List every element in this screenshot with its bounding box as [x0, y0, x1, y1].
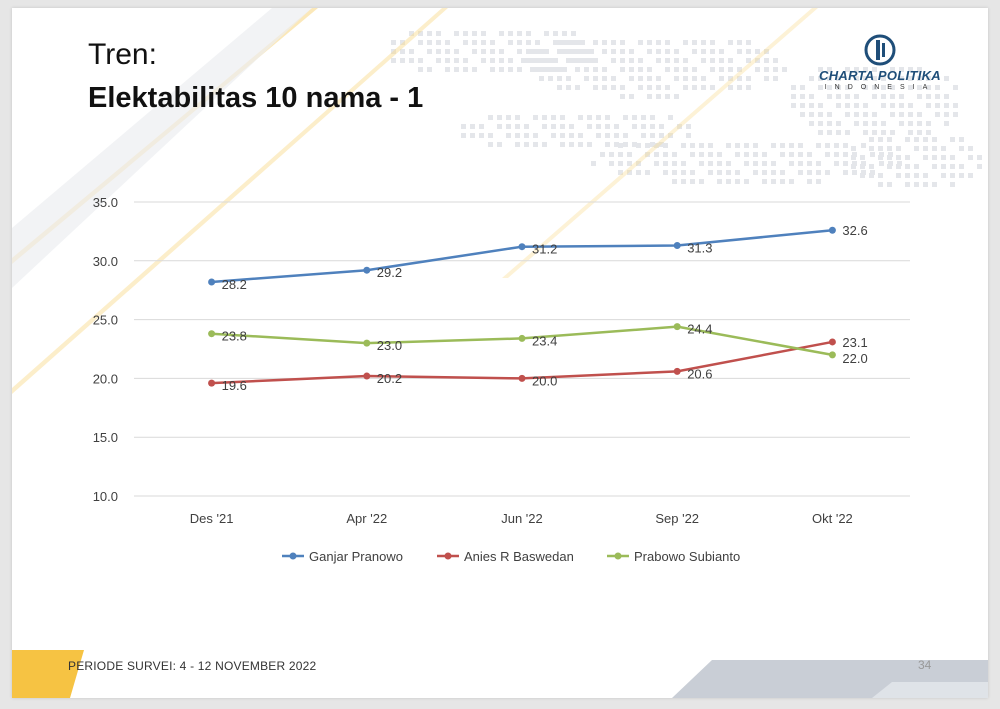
background-decoration: [12, 8, 982, 394]
data-point: [363, 339, 371, 347]
legend-marker: [614, 552, 622, 560]
data-label: 19.6: [222, 378, 247, 393]
x-tick-label: Jun '22: [501, 511, 543, 526]
page-number: 34: [918, 658, 932, 672]
legend-label: Prabowo Subianto: [634, 549, 740, 564]
data-point: [208, 330, 216, 338]
legend-label: Anies R Baswedan: [464, 549, 574, 564]
y-axis-ticks: 10.0 15.0 20.0 25.0 30.0 35.0: [93, 195, 118, 504]
y-tick-label: 15.0: [93, 430, 118, 445]
data-point: [673, 323, 681, 331]
data-point: [208, 379, 216, 387]
data-point: [363, 266, 371, 274]
data-point: [673, 367, 681, 375]
series-group: 28.2 29.2 31.2 31.3 32.6 19.6 20.2 20.0 20.6 23.1…: [208, 223, 868, 393]
data-label: 31.3: [687, 241, 712, 256]
x-tick-label: Okt '22: [812, 511, 853, 526]
footer-decoration: [12, 650, 988, 698]
grid-lines: [134, 201, 910, 497]
gold-stripe-3: [502, 8, 818, 278]
logo-mark-icon: [864, 34, 896, 66]
logo-name: CHARTA POLITIKA: [819, 68, 941, 83]
data-label: 28.2: [222, 277, 247, 292]
survey-period: PERIODE SURVEI: 4 - 12 NOVEMBER 2022: [68, 659, 317, 673]
y-tick-label: 35.0: [93, 195, 118, 210]
data-point: [518, 243, 526, 251]
legend-marker: [444, 552, 452, 560]
data-label: 20.6: [687, 366, 712, 381]
data-label: 23.0: [377, 338, 402, 353]
data-point: [828, 351, 836, 359]
data-label: 31.2: [532, 242, 557, 257]
slide-title: Tren:: [88, 38, 157, 71]
data-point: [828, 226, 836, 234]
legend-marker: [289, 552, 297, 560]
data-label: 20.2: [377, 371, 402, 386]
footer-gold-shape: [12, 650, 84, 698]
slide: Tren: Elektabilitas 10 nama - 1 CHARTA P…: [12, 8, 988, 698]
x-tick-label: Des '21: [190, 511, 234, 526]
data-point: [208, 278, 216, 286]
line-chart: 10.0 15.0 20.0 25.0 30.0 35.0 Des '21 Apr '22 J…: [93, 195, 910, 564]
data-label: 20.0: [532, 373, 557, 388]
y-tick-label: 25.0: [93, 313, 118, 328]
data-label: 24.4: [687, 322, 712, 337]
data-label: 23.4: [532, 333, 557, 348]
y-tick-label: 10.0: [93, 489, 118, 504]
data-point: [363, 372, 371, 380]
data-point: [673, 242, 681, 250]
data-label: 23.1: [842, 335, 867, 350]
data-label: 32.6: [842, 223, 867, 238]
x-tick-label: Apr '22: [346, 511, 387, 526]
data-label: 29.2: [377, 265, 402, 280]
y-tick-label: 20.0: [93, 371, 118, 386]
series-line: [211, 228, 833, 284]
gold-stripe-2: [12, 8, 448, 394]
legend-label: Ganjar Pranowo: [309, 549, 403, 564]
x-axis-ticks: Des '21 Apr '22 Jun '22 Sep '22 Okt '22: [190, 511, 853, 526]
data-label: 23.8: [222, 329, 247, 344]
world-map-dots: [391, 31, 982, 187]
x-tick-label: Sep '22: [655, 511, 699, 526]
slide-subtitle: Elektabilitas 10 nama - 1: [88, 82, 424, 114]
legend: Ganjar Pranowo Anies R Baswedan Prabowo Su…: [282, 549, 740, 564]
logo: CHARTA POLITIKA INDONESIA: [800, 34, 960, 104]
footer-gray-shape-2: [872, 682, 988, 698]
data-label: 22.0: [842, 351, 867, 366]
gray-stripe: [12, 8, 312, 288]
data-point: [518, 374, 526, 382]
y-tick-label: 30.0: [93, 254, 118, 269]
logo-subtitle: INDONESIA: [824, 84, 936, 91]
data-point: [518, 334, 526, 342]
data-point: [828, 338, 836, 346]
